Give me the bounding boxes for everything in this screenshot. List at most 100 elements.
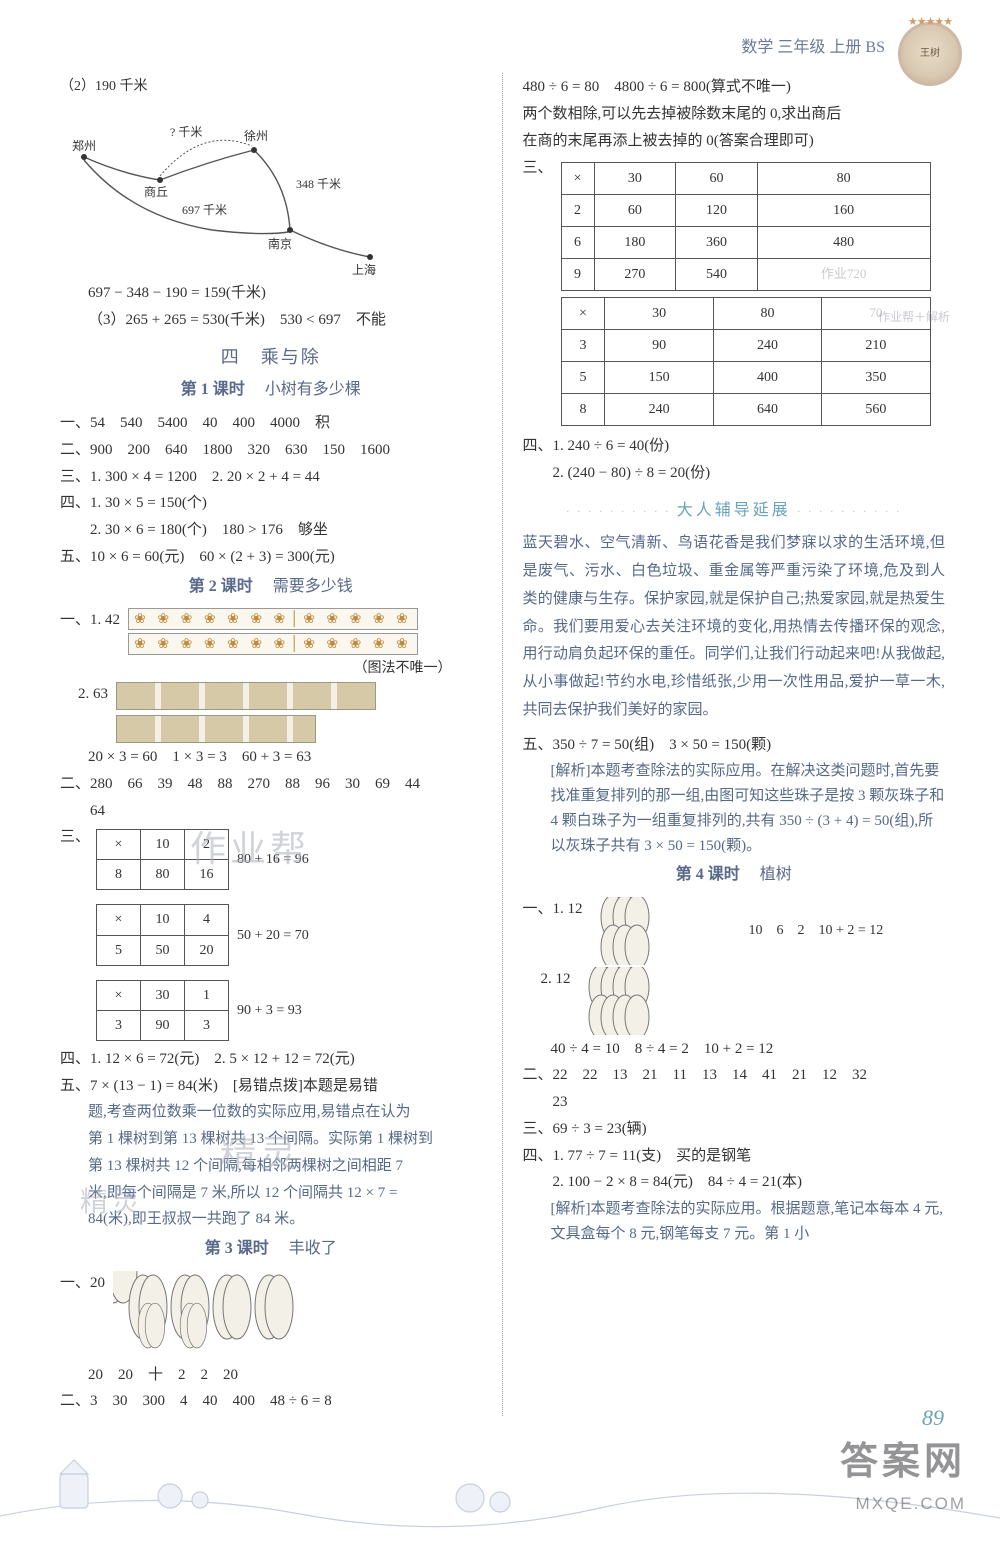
l3-q1-label: 一、20 (60, 1271, 105, 1296)
lesson2-title: 第 2 课时 需要多少钱 (60, 574, 482, 600)
c: 640 (713, 394, 821, 426)
l2-2: 二、280 66 39 48 88 270 88 96 30 69 44 (60, 772, 482, 797)
c: × (561, 162, 594, 194)
c: 480 (757, 226, 930, 258)
c: 80 (757, 162, 930, 194)
c: 10 (141, 905, 185, 935)
r-top-1: 两个数相除,可以先去掉被除数末尾的 0,求出商后 (523, 102, 946, 127)
stamp-label: 王树 (920, 46, 940, 63)
stamp-icon: 王树 (898, 22, 962, 86)
r-3-row: 三、 ×306080 260120160 6180360480 9270540作… (523, 156, 946, 433)
c: 120 (676, 194, 758, 226)
mult-table-0: ×102 88016 (96, 829, 229, 890)
big-table-2: ×308070 390240210 5150400350 8240640560 (561, 297, 931, 426)
r-4b: 2. (240 − 80) ÷ 8 = 20(份) (523, 461, 946, 486)
l2-5b: 题,考查两位数乘一位数的实际应用,易错点在认为 (60, 1100, 482, 1125)
c: 3 (97, 1010, 141, 1040)
tbl-eq-0: 80 + 16 = 96 (237, 848, 309, 871)
l4-q1b-eq: 40 ÷ 4 = 10 8 ÷ 4 = 2 10 + 2 = 12 (523, 1037, 946, 1062)
l4-q1a: 一、1. 12 10 6 2 10 + 2 = 12 (523, 897, 946, 965)
q2-label: （2）190 千米 (60, 75, 482, 98)
page: 王树 数学 三年级 上册 BS （2）190 千米 郑州 商丘 徐州 南京 (0, 0, 1000, 1546)
l1-2: 二、900 200 640 1800 320 630 150 1600 (60, 438, 482, 463)
cell-70: 70 (822, 298, 930, 330)
l4-q1a-label: 一、1. 12 (523, 897, 583, 922)
lesson3-title-rest: 丰收了 (289, 1240, 337, 1257)
c: 30 (594, 162, 676, 194)
l2-5a: 五、7 × (13 − 1) = 84(米) [易错点拨]本题是易错 (60, 1074, 482, 1099)
money-row-2 (116, 715, 316, 743)
money-group (116, 682, 376, 743)
l2-5f: 84(米),即王叔叔一共跑了 84 米。 (60, 1207, 482, 1232)
c: × (561, 298, 605, 330)
c: 1 (185, 980, 229, 1010)
l4-2b: 23 (523, 1090, 946, 1115)
star-strip-2: ❀ ❀ ❀ ❀ ❀ ❀ ❀│❀ ❀ ❀ ❀ ❀ ❀ ❀│❀ ❀ ❀ (128, 633, 418, 655)
c: 240 (605, 394, 713, 426)
l2-q1a-note: （图法不唯一） (60, 657, 482, 680)
lesson3-title-bold: 第 3 课时 (205, 1240, 269, 1257)
l2-5e: 米,即每个间隔是 7 米,所以 12 个间隔共 12 × 7 = (60, 1181, 482, 1206)
bundle-icon-group (113, 1271, 333, 1361)
l1-6: 五、10 × 6 = 60(元) 60 × (2 + 3) = 300(元) (60, 545, 482, 570)
c: 160 (757, 194, 930, 226)
l1-4: 四、1. 30 × 5 = 150(个) (60, 491, 482, 516)
left-column: （2）190 千米 郑州 商丘 徐州 南京 上海 ? 千米 348 千米 (50, 73, 503, 1416)
mult-table-2: ×301 3903 (96, 980, 229, 1041)
l1-3: 三、1. 300 × 4 = 1200 2. 20 × 2 + 4 = 44 (60, 465, 482, 490)
brand-watermark: 答案网 MXQE.COM (840, 1431, 966, 1518)
r-tables: ×306080 260120160 6180360480 9270540作业72… (561, 156, 945, 433)
tutor-text: 蓝天碧水、空气清新、鸟语花香是我们梦寐以求的生活环境,但是废气、污水、白色垃圾、… (523, 530, 946, 724)
tbl-wrap-2: ×301 3903 90 + 3 = 93 (96, 976, 309, 1045)
brand-en: MXQE.COM (840, 1490, 966, 1518)
c: 9 (561, 258, 594, 290)
svg-text:郑州: 郑州 (72, 138, 96, 153)
c: 560 (822, 394, 930, 426)
money-row-1 (116, 682, 376, 710)
l2-3-tables: ×102 88016 80 + 16 = 96 ×104 55020 50 + … (96, 825, 309, 1045)
lesson4-title: 第 4 课时 植树 (523, 862, 946, 888)
c: 150 (605, 362, 713, 394)
l4-q1b: 2. 12 (523, 967, 946, 1035)
l2-5c: 第 1 棵树到第 13 棵树共 13 个间隔。实际第 1 棵树到 (60, 1127, 482, 1152)
tbl-eq-2: 90 + 3 = 93 (237, 999, 302, 1022)
l4-4a: 四、1. 77 ÷ 7 = 11(支) 买的是钢笔 (523, 1144, 946, 1169)
c: 3 (185, 1010, 229, 1040)
svg-text:? 千米: ? 千米 (170, 125, 202, 139)
c: 540 (676, 258, 758, 290)
c: 8 (97, 860, 141, 890)
c: 5 (561, 362, 605, 394)
l4-2: 二、22 22 13 21 11 13 14 41 21 12 32 (523, 1063, 946, 1088)
c: 30 (605, 298, 713, 330)
c: 90 (605, 330, 713, 362)
c: 90 (141, 1010, 185, 1040)
c: 80 (141, 860, 185, 890)
tbl-eq-1: 50 + 20 = 70 (237, 924, 309, 947)
tutor-header: 大人辅导延展 (523, 498, 946, 524)
lesson2-title-bold: 第 2 课时 (189, 578, 253, 595)
l2-q1b: 2. 63 (60, 682, 482, 743)
tbl-wrap-1: ×104 55020 50 + 20 = 70 (96, 900, 309, 969)
lesson2-title-rest: 需要多少钱 (273, 578, 353, 595)
c: 20 (185, 935, 229, 965)
c: 400 (713, 362, 821, 394)
r-top-2: 在商的末尾再添上被去掉的 0(答案合理即可) (523, 129, 946, 154)
lesson1-title-bold: 第 1 课时 (181, 381, 245, 398)
l2-3-counter: 三、 (60, 825, 88, 850)
svg-text:徐州: 徐州 (244, 128, 268, 143)
c: × (97, 980, 141, 1010)
cell-720: 作业720 (757, 258, 930, 290)
c: 10 (141, 830, 185, 860)
l3-q1-line: 20 20 十 2 2 20 (60, 1363, 482, 1388)
l2-3-row: 三、 ×102 88016 80 + 16 = 96 ×104 55020 (60, 825, 482, 1045)
brand-cn: 答案网 (840, 1431, 966, 1494)
l3-2: 二、3 30 300 4 40 400 48 ÷ 6 = 8 (60, 1389, 482, 1414)
l4-3: 三、69 ÷ 3 = 23(辆) (523, 1117, 946, 1142)
lesson1-title: 第 1 课时 小树有多少棵 (60, 377, 482, 403)
l2-q1a: 一、1. 42 ❀ ❀ ❀ ❀ ❀ ❀ ❀│❀ ❀ ❀ ❀ ❀ ❀ ❀│❀ ❀ … (60, 608, 482, 655)
c: 50 (141, 935, 185, 965)
svg-text:348 千米: 348 千米 (296, 177, 341, 191)
lesson3-title: 第 3 课时 丰收了 (60, 1236, 482, 1262)
l4-4c: [解析]本题考查除法的实际应用。根据题意,笔记本每本 4 元,文具盒每个 8 元… (523, 1197, 946, 1247)
l1-5: 2. 30 × 6 = 180(个) 180 > 176 够坐 (60, 518, 482, 543)
